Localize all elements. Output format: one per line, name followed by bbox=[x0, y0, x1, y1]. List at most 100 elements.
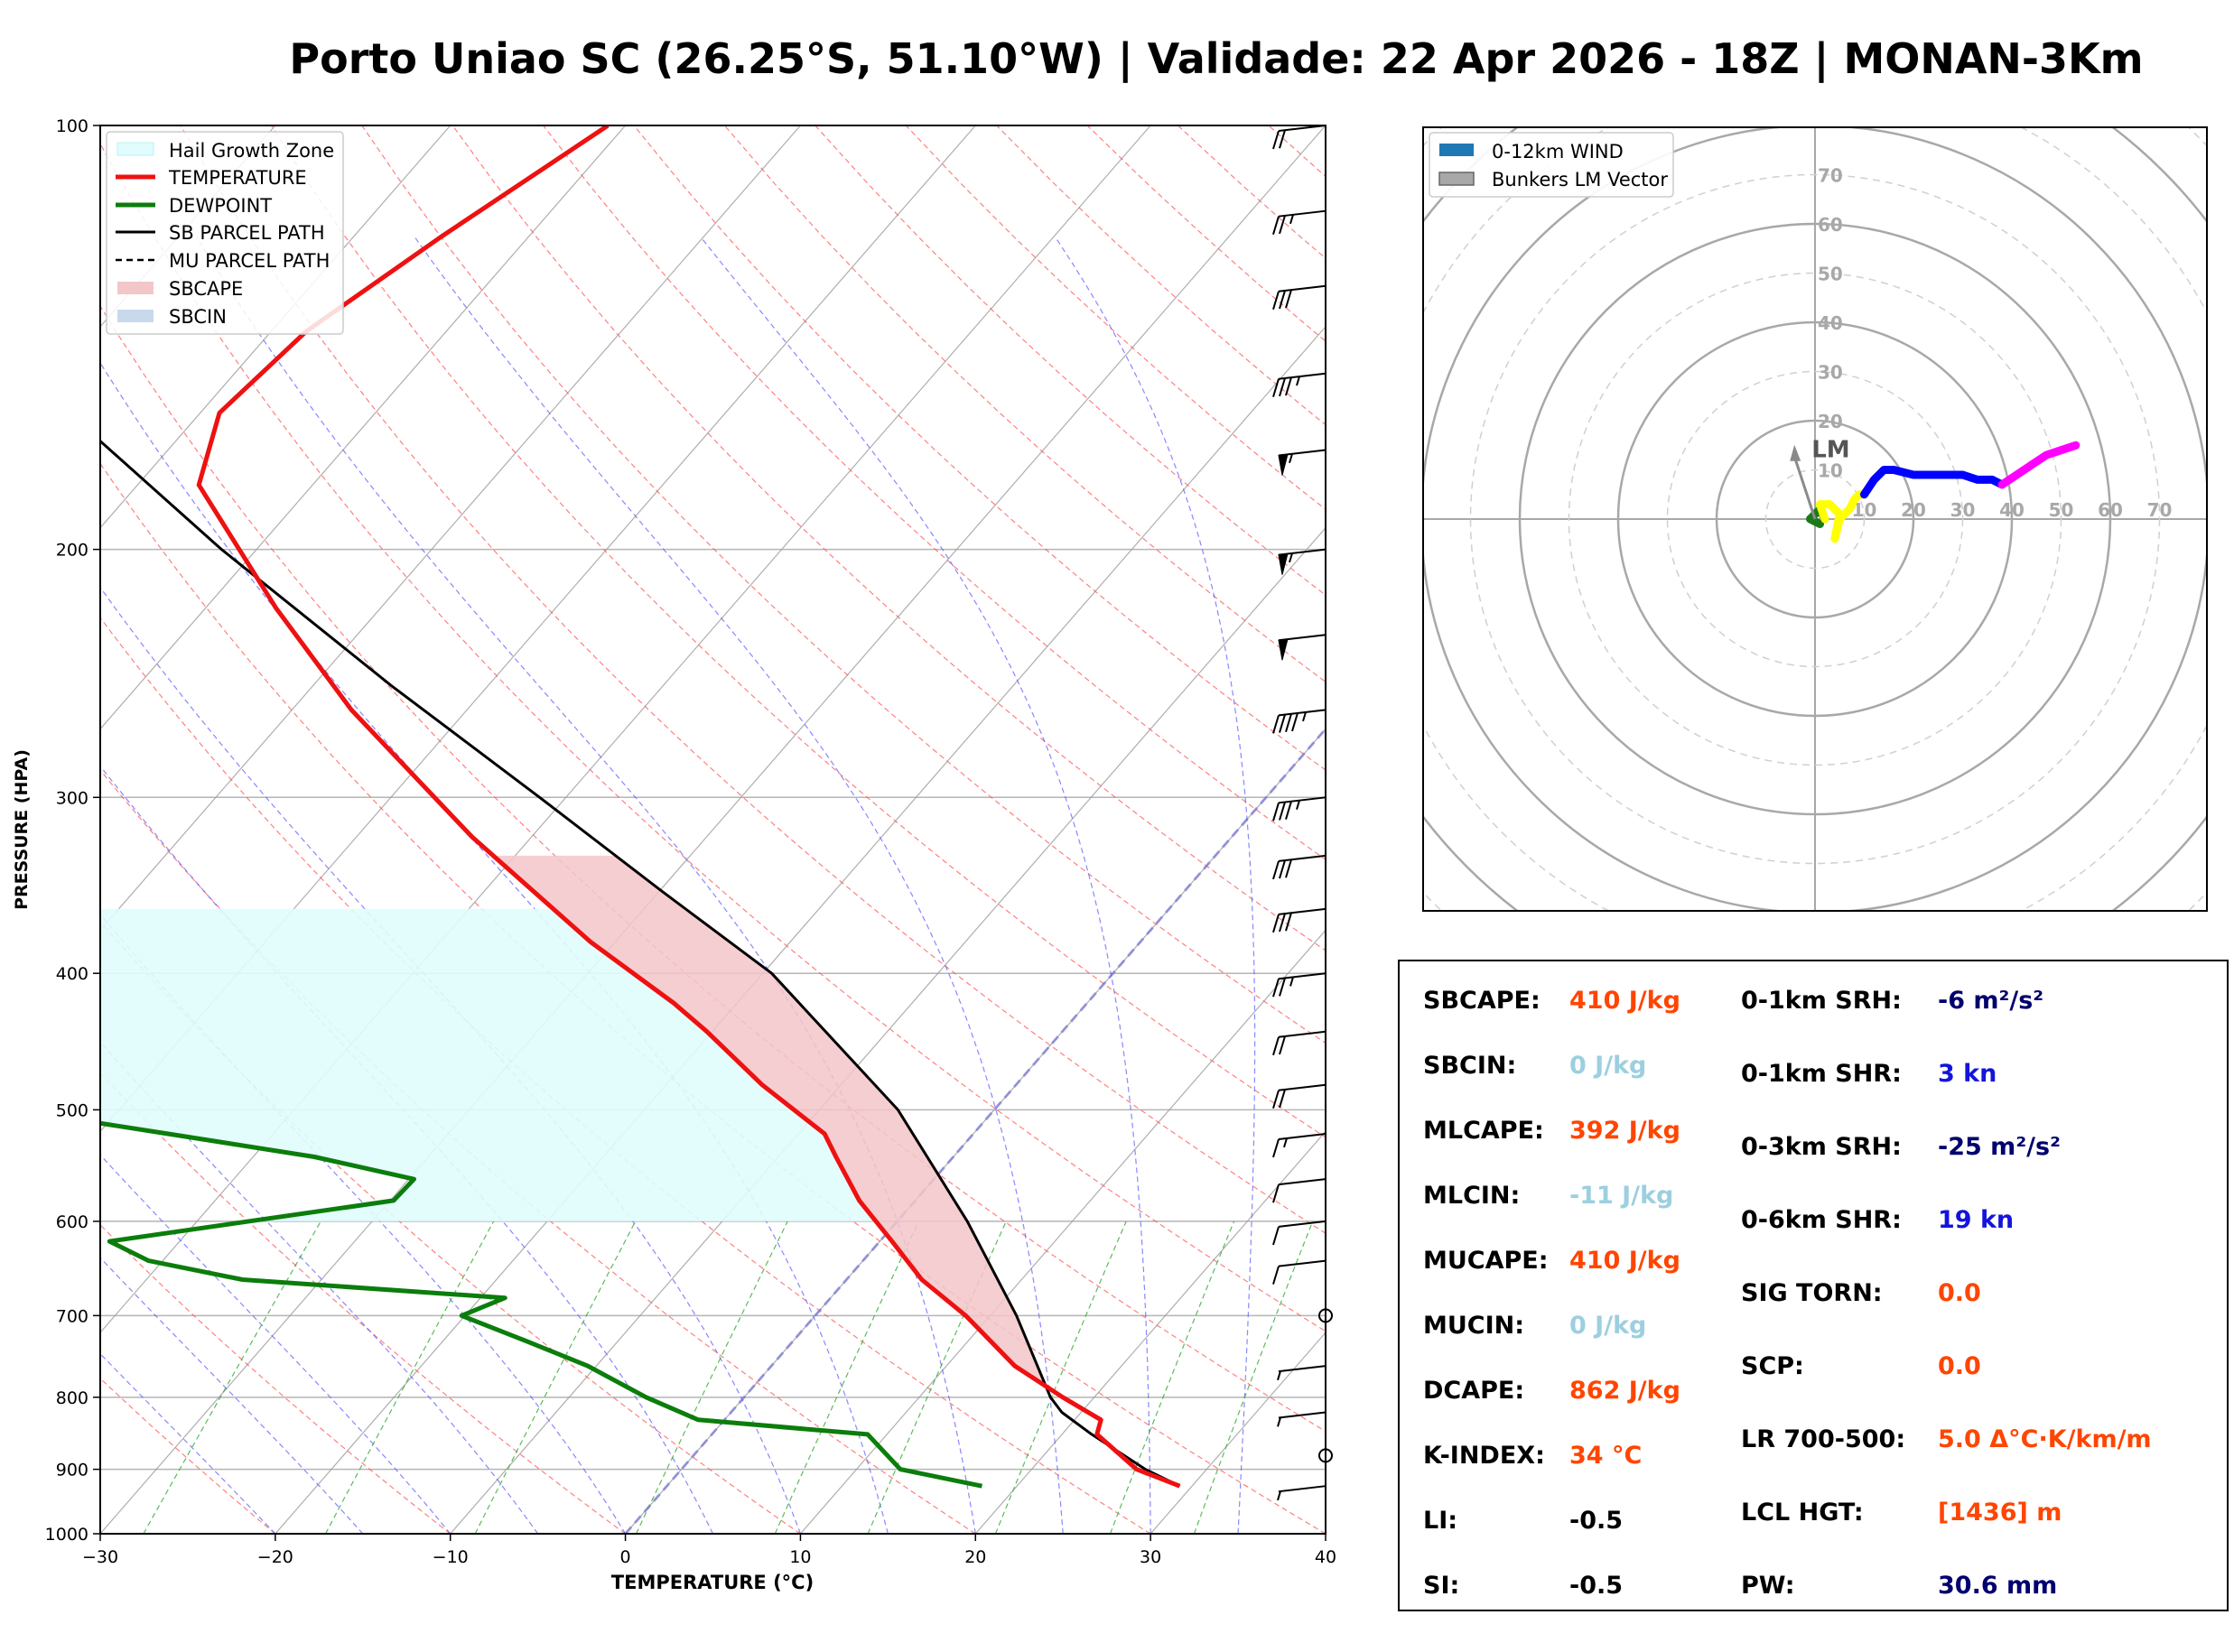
index-right-8: LCL HGT: bbox=[1741, 1499, 1864, 1527]
wind-barb-full bbox=[1279, 377, 1286, 397]
index-right-9: PW: bbox=[1741, 1572, 1795, 1600]
isotherm-line bbox=[974, 1130, 1326, 1534]
hodo-ring-label-x: 20 bbox=[1901, 499, 1926, 521]
x-tick-label: 30 bbox=[1140, 1547, 1161, 1567]
wind-barb-staff bbox=[1278, 854, 1326, 862]
index-right-6: SCP: bbox=[1741, 1352, 1804, 1380]
hodograph-frame bbox=[1422, 126, 2208, 912]
wind-barb-full bbox=[1272, 978, 1280, 998]
wind-barb-full bbox=[1285, 912, 1292, 932]
wind-barb-half bbox=[1289, 552, 1293, 563]
wind-barb-full bbox=[1272, 1138, 1280, 1158]
wind-barb bbox=[1272, 1178, 1326, 1203]
wind-barb bbox=[1272, 796, 1326, 821]
index-left-7: DCAPE: bbox=[1423, 1377, 1525, 1405]
wind-barb-full bbox=[1285, 713, 1292, 733]
legend-swatch-bunkers bbox=[1438, 172, 1475, 186]
x-axis-label: TEMPERATURE (°C) bbox=[611, 1572, 814, 1593]
dry-adiabat bbox=[100, 1072, 626, 1534]
temperature-line bbox=[196, 125, 1181, 1489]
index-left-8-value: 34 °C bbox=[1569, 1442, 1643, 1470]
index-right-5-value: 0.0 bbox=[1938, 1279, 1981, 1307]
index-right-8-value: [1436] m bbox=[1938, 1499, 2062, 1527]
legend-swatch-hail bbox=[116, 142, 154, 156]
wind-barb bbox=[1272, 972, 1326, 998]
moist-adiabat bbox=[414, 237, 1064, 1534]
wind-barb bbox=[1272, 907, 1326, 933]
skewt-profiles bbox=[100, 125, 1181, 1489]
moist-adiabat bbox=[1055, 237, 1256, 1534]
isotherm-line bbox=[100, 125, 451, 529]
wind-barb-full bbox=[1272, 715, 1280, 734]
dry-adiabat bbox=[100, 920, 801, 1534]
hodo-segment bbox=[1816, 490, 1868, 543]
index-left-6: MUCIN: bbox=[1423, 1312, 1525, 1340]
wind-barb-half bbox=[1296, 376, 1300, 386]
index-left-5: MUCAPE: bbox=[1423, 1247, 1549, 1275]
index-left-2: SBCIN: bbox=[1423, 1052, 1517, 1080]
legend-wind-label: 0-12km WIND bbox=[1492, 141, 1624, 162]
mixing-ratio-line bbox=[474, 1220, 637, 1534]
mixing-ratio-line bbox=[774, 1220, 919, 1534]
x-tick-label: 40 bbox=[1315, 1547, 1336, 1567]
wind-barb-full bbox=[1272, 291, 1280, 311]
wind-barb-full bbox=[1272, 378, 1280, 397]
hodo-ring-label-y: 70 bbox=[1818, 165, 1843, 187]
hodo-ring bbox=[1715, 419, 1915, 619]
legend-sb-parcel-label: SB PARCEL PATH bbox=[169, 222, 325, 244]
wind-barb-full bbox=[1285, 376, 1292, 396]
index-right-3-value: -25 m²/s² bbox=[1938, 1133, 2061, 1161]
wind-barb-full bbox=[1291, 712, 1299, 732]
legend-swatch-sbcape bbox=[117, 282, 154, 294]
wind-barb bbox=[1272, 854, 1326, 880]
wind-barbs bbox=[1272, 125, 1333, 1501]
hodo-ring bbox=[1469, 173, 2161, 865]
sbcape-area bbox=[493, 855, 1089, 1413]
hodo-ring-label-x: 30 bbox=[1950, 499, 1976, 521]
index-right-6-value: 0.0 bbox=[1938, 1352, 1981, 1380]
wind-barb-staff bbox=[1278, 1259, 1326, 1267]
legend-sbcape-label: SBCAPE bbox=[169, 278, 243, 300]
index-left-3: MLCAPE: bbox=[1423, 1117, 1544, 1145]
mixing-ratio-line bbox=[635, 1220, 788, 1534]
wind-barb-full bbox=[1272, 1226, 1280, 1246]
hodo-ring bbox=[1764, 469, 1866, 570]
x-tick-label: 0 bbox=[620, 1547, 631, 1567]
y-tick-label: 700 bbox=[56, 1306, 88, 1326]
legend-mu-parcel-label: MU PARCEL PATH bbox=[169, 250, 330, 272]
indices-panel: SBCAPE: 410 J/kg SBCIN: 0 J/kg MLCAPE: 3… bbox=[1398, 960, 2229, 1611]
wind-barb bbox=[1277, 1365, 1326, 1381]
isotherm-line bbox=[100, 125, 627, 730]
index-left-3-value: 392 J/kg bbox=[1569, 1117, 1680, 1145]
wind-barb-full bbox=[1272, 860, 1280, 880]
index-right-2-value: 3 kn bbox=[1938, 1060, 1997, 1088]
wind-barb-staff bbox=[1278, 1365, 1326, 1373]
wind-barb bbox=[1272, 284, 1326, 311]
wind-barb bbox=[1272, 1083, 1326, 1109]
y-tick-label: 500 bbox=[56, 1100, 88, 1120]
mixing-ratio-line bbox=[1109, 1220, 1235, 1534]
index-right-3: 0-3km SRH: bbox=[1741, 1133, 1902, 1161]
index-left-8: K-INDEX: bbox=[1423, 1442, 1545, 1470]
wind-barb-staff bbox=[1278, 209, 1326, 218]
hodograph-legend: 0-12km WIND Bunkers LM Vector bbox=[1429, 132, 1674, 198]
x-tick-label: 20 bbox=[964, 1547, 986, 1567]
moist-adiabat bbox=[100, 1154, 451, 1534]
x-tick-label: −10 bbox=[433, 1547, 469, 1567]
wind-barb-staff bbox=[1278, 372, 1326, 380]
index-right-7-value: 5.0 Δ°C·K/km/m bbox=[1938, 1425, 2152, 1453]
index-left-4-value: -11 J/kg bbox=[1569, 1182, 1674, 1210]
wind-barb bbox=[1278, 634, 1326, 661]
y-tick-label: 800 bbox=[56, 1388, 88, 1408]
wind-barb-full bbox=[1279, 1035, 1286, 1055]
wind-barb-flag bbox=[1278, 552, 1289, 575]
hodo-ring bbox=[1568, 272, 2062, 766]
index-right-1-value: -6 m²/s² bbox=[1938, 987, 2044, 1015]
wind-barb-full bbox=[1272, 130, 1280, 150]
skewt-frame bbox=[99, 125, 1326, 1535]
wind-barb-staff bbox=[1278, 1411, 1326, 1419]
wind-barb-full bbox=[1279, 913, 1286, 933]
hodo-ring-label-y: 60 bbox=[1818, 214, 1843, 236]
